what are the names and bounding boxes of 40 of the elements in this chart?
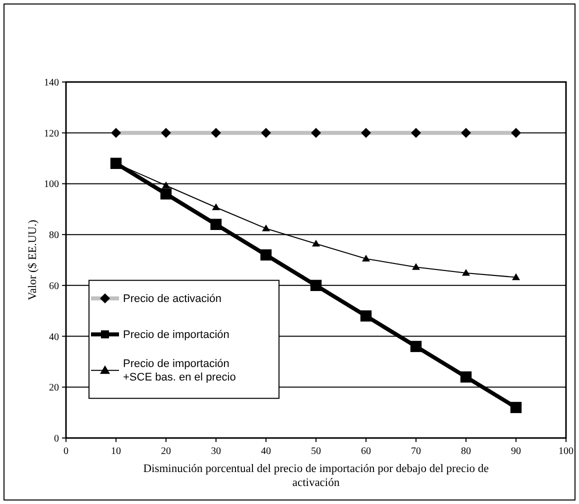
point	[160, 188, 172, 200]
x-tick-label: 40	[261, 446, 271, 457]
y-tick-label: 100	[44, 179, 59, 190]
point	[412, 263, 420, 270]
y-tick-label: 140	[44, 78, 59, 88]
legend-label: Precio de activación	[123, 293, 222, 306]
point	[460, 371, 472, 383]
x-tick-label: 90	[511, 446, 521, 457]
point	[260, 249, 272, 261]
x-axis-title: Disminución porcentual del precio de importación por debajo del precio de activación	[143, 463, 489, 489]
point	[210, 218, 222, 230]
y-axis-title: Valor ($ EE.UU.)	[27, 220, 39, 300]
y-tick-label: 80	[49, 230, 59, 242]
point	[410, 340, 422, 352]
x-tick-label: 50	[311, 446, 321, 457]
legend-label: Precio de importación +SCE bas. en el precio	[123, 358, 236, 384]
point	[360, 310, 372, 322]
point	[212, 203, 220, 210]
point	[310, 280, 322, 292]
x-tick-label: 60	[361, 446, 371, 457]
x-tick-label: 20	[161, 446, 171, 457]
x-tick-label: 100	[558, 446, 574, 457]
point	[162, 181, 170, 188]
x-tick-label: 70	[411, 446, 421, 457]
y-tick-label: 120	[44, 128, 59, 140]
x-tick-label: 80	[461, 446, 471, 457]
x-tick-label: 0	[64, 446, 68, 457]
y-tick-label: 20	[49, 382, 59, 394]
y-tick-label: 0	[54, 434, 59, 444]
y-tick-label: 60	[49, 280, 59, 292]
point	[362, 254, 370, 262]
x-tick-label: 10	[111, 446, 121, 457]
point	[510, 402, 522, 414]
point	[312, 240, 320, 247]
point	[462, 268, 470, 276]
legend-label: Precio de importación	[123, 329, 230, 342]
point	[512, 273, 520, 280]
y-tick-label: 40	[49, 332, 59, 343]
x-tick-label: 30	[211, 446, 221, 457]
point	[262, 224, 270, 232]
